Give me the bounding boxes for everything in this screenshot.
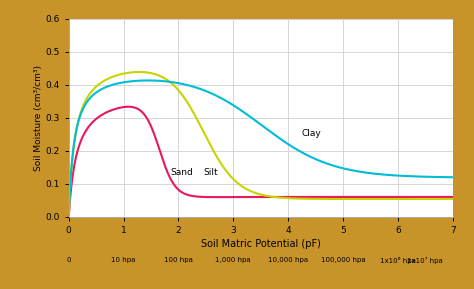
- Y-axis label: Soil Moisture (cm³/cm³): Soil Moisture (cm³/cm³): [34, 65, 43, 171]
- Text: Sand: Sand: [170, 168, 193, 177]
- X-axis label: Soil Matric Potential (pF): Soil Matric Potential (pF): [201, 239, 320, 249]
- Text: Clay: Clay: [302, 129, 321, 138]
- Text: Silt: Silt: [203, 168, 218, 177]
